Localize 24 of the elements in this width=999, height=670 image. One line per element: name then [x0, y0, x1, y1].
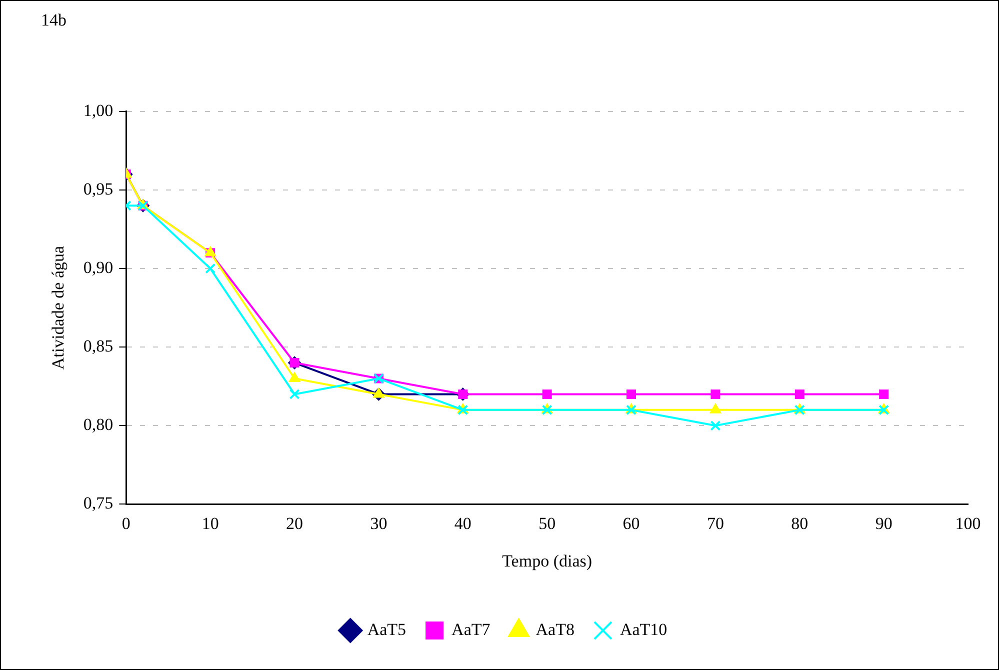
chart-title: 14b	[41, 10, 66, 30]
y-tick-label: 0,90	[83, 258, 114, 277]
legend-label: AaT5	[367, 620, 406, 639]
y-tick-label: 1,00	[83, 100, 114, 120]
x-tick-label: 40	[454, 514, 472, 533]
x-tick-label: 80	[791, 514, 808, 533]
x-tick-label: 30	[370, 514, 388, 533]
x-tick-label: 100	[955, 514, 981, 533]
x-axis-title: Tempo (dias)	[502, 551, 592, 570]
legend-label: AaT8	[536, 620, 574, 639]
legend-label: AaT7	[452, 620, 491, 639]
x-tick-label: 90	[875, 514, 892, 533]
y-tick-label: 0,75	[83, 494, 114, 513]
y-axis-title: Atividade de água	[48, 246, 68, 370]
x-tick-label: 60	[622, 514, 640, 533]
x-tick-label: 20	[286, 514, 304, 533]
x-tick-label: 50	[538, 514, 556, 533]
y-tick-label: 0,80	[83, 415, 114, 434]
x-tick-label: 0	[122, 514, 130, 533]
x-tick-label: 10	[202, 514, 219, 533]
y-tick-label: 0,95	[83, 179, 114, 198]
y-tick-label: 0,85	[83, 336, 114, 356]
legend-label: AaT10	[620, 620, 668, 639]
x-tick-label: 70	[706, 514, 724, 533]
